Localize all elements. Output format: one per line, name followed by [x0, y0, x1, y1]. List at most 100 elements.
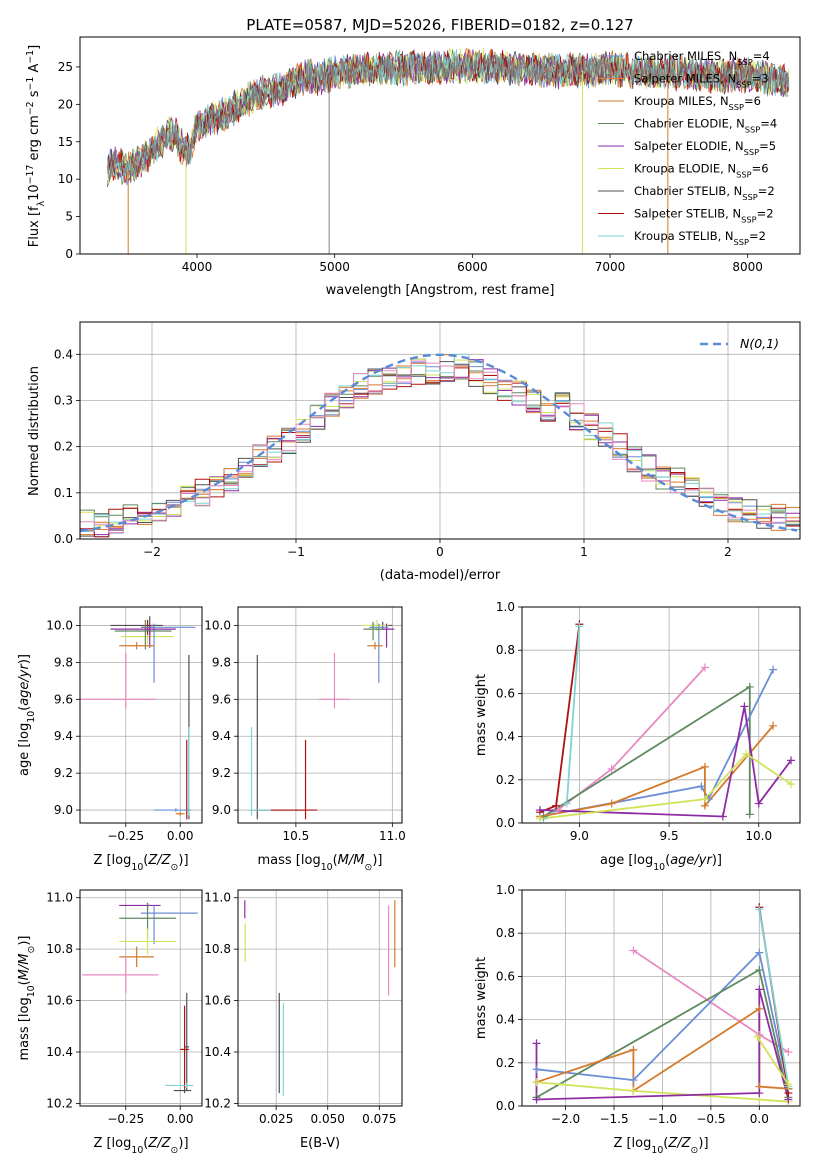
spectrum-chart: 4000 5000 6000 7000 8000 0 5 10 15 20 25 wavelength…	[25, 36, 801, 298]
mass_weight_vs_Z-data-point	[532, 1078, 541, 1087]
mass_vs_Z-y-tick-label: 11.0	[46, 891, 73, 905]
mass_vs_ebv-plot-area	[244, 900, 396, 1096]
spectrum-y-axis-label-part: A	[27, 64, 42, 77]
mass_weight_vs_age-x-axis-label-part: age/yr	[670, 853, 713, 868]
spectrum-legend-entry-part: =4	[760, 117, 777, 131]
mass_weight_vs_Z-data-point	[755, 965, 764, 974]
spectrum-legend-entry-part: SSP	[744, 147, 759, 157]
mass_vs_Z-y-tick-label: 10.4	[46, 1045, 73, 1059]
charts-layer: 4000 5000 6000 7000 80000510152025wavelength…	[17, 36, 801, 1156]
mass_weight_vs_age-frame	[521, 606, 801, 824]
mass_vs_Z-x-axis-label-part: (	[143, 1136, 148, 1151]
mass_vs_Z-x-axis-label-part: Z/Z	[147, 1136, 171, 1151]
spectrum-legend-entry-part: SSP	[736, 80, 751, 90]
spectrum-legend-entry-part: Kroupa ELODIE, N	[634, 162, 736, 176]
age_vs_mass-x-axis-label-part: 10	[321, 862, 333, 873]
mass_vs_ebv-chart: 0.025 0.050 0.075 10.2 10.4 10.6 10.8 11.0 E(B-V…	[204, 889, 403, 1151]
mass_weight_vs_age-data-point	[697, 782, 706, 791]
age_vs_Z-x-axis-label-part: ⊙	[171, 862, 179, 873]
age_vs_mass-x-axis-label-part: M/M	[338, 853, 365, 868]
residuals-x-tick-label: −2	[143, 545, 161, 559]
spectrum-frame	[79, 36, 801, 255]
mass_weight_vs_Z-y-tick-label: 1.0	[496, 883, 515, 897]
mass_weight_vs_age-x-tick-label: 9.0	[570, 829, 589, 843]
age_vs_mass-x-axis-label-part: (	[333, 853, 338, 868]
mass_weight_vs_age-chart: 9.0 9.5 10.0 0.0 0.2 0.4 0.6 0.8 1.0 age [log10(a…	[474, 600, 801, 873]
mass_vs_Z-frame	[79, 889, 203, 1107]
figure-title: PLATE=0587, MJD=52026, FIBERID=0182, z=0…	[246, 16, 633, 34]
mass_weight_vs_Z-series-line	[536, 1007, 789, 1093]
spectrum-y-axis-label: Flux [fλ10−17 erg cm−2 s−1 A−1]	[25, 45, 47, 247]
age_vs_Z-y-tick-label: 9.2	[54, 766, 73, 780]
mass_vs_Z-plot-area	[82, 902, 198, 1094]
mass_vs_Z-y-axis-label-part: ⊙	[26, 946, 37, 954]
mass_weight_vs_age-y-tick-label: 0.8	[496, 643, 515, 657]
age_vs_Z-y-axis-label-part: (	[17, 706, 32, 711]
spectrum-y-tick-label: 20	[58, 97, 73, 111]
mass_weight_vs_Z-series-line	[756, 1036, 790, 1085]
mass_weight_vs_Z-x-axis-label-part: Z [log	[613, 1136, 651, 1151]
residuals-chart: −2 −1 0 1 2 0.0 0.1 0.2 0.3 0.4 (data-model)/error…	[27, 321, 801, 583]
spectrum-legend-entry-part: =2	[749, 229, 766, 243]
mass_vs_Z-y-tick-label: 10.6	[46, 994, 73, 1008]
age_vs_mass-x-axis-label-part: )]	[372, 853, 382, 868]
spectrum-legend-entry: Chabrier STELIB, NSSP=2	[634, 184, 775, 202]
age_vs_Z-x-axis-label-part: (	[143, 853, 148, 868]
residuals-y-tick-label: 0.1	[54, 486, 73, 500]
mass_vs_Z-y-axis-label: mass [log10(M/M⊙)]	[17, 936, 37, 1061]
age_vs_mass-y-tick-label: 10.0	[204, 618, 231, 632]
spectrum-legend-entry-part: =2	[757, 207, 774, 221]
mass_weight_vs_age-data-point	[700, 795, 709, 804]
mass_weight_vs_Z-x-axis-label-part: 10	[651, 1145, 663, 1156]
mass_weight_vs_age-y-tick-label: 0.0	[496, 816, 515, 830]
spectrum-x-axis-label: wavelength [Angstrom, rest frame]	[326, 283, 555, 298]
mass_weight_vs_Z-x-tick-label: 0.0	[750, 1112, 769, 1126]
mass_vs_Z-y-tick-label: 10.2	[46, 1096, 73, 1110]
age_vs_Z-y-axis-label-part: 10	[26, 711, 37, 723]
mass_weight_vs_Z-data-point	[532, 1039, 541, 1048]
age_vs_Z-plot-area	[80, 616, 196, 820]
age_vs_mass-y-tick-label: 9.4	[212, 729, 231, 743]
mass_weight_vs_age-y-axis-label: mass weight	[474, 674, 489, 756]
spectrum-legend-entry-part: =2	[758, 184, 775, 198]
age_vs_mass-y-tick-label: 9.0	[212, 803, 231, 817]
spectrum-data-line	[107, 52, 790, 182]
mass_weight_vs_age-x-tick-label: 10.0	[745, 829, 772, 843]
spectrum-y-axis-label-part: λ	[36, 200, 47, 206]
spectrum-legend-entry-part: =6	[752, 162, 769, 176]
spectrum-legend-entry-part: Chabrier MILES, N	[634, 49, 737, 63]
residuals-x-tick-label: −1	[287, 545, 305, 559]
spectrum-legend-entry-part: SSP	[742, 192, 757, 202]
mass_vs_Z-x-tick-label: 0.00	[167, 1112, 194, 1126]
mass_vs_ebv-y-tick-label: 10.2	[204, 1096, 231, 1110]
residuals-legend-entry: N(0,1)	[740, 336, 779, 351]
mass_weight_vs_age-y-tick-label: 1.0	[496, 600, 515, 614]
spectrum-x-tick-label: 5000	[319, 260, 350, 274]
spectrum-legend-entry-part: SSP	[741, 215, 756, 225]
mass_weight_vs_Z-data-point	[629, 946, 638, 955]
residuals-plot-area	[80, 353, 800, 539]
mass_weight_vs_age-series-line	[539, 706, 792, 818]
mass_weight_vs_age-data-point	[700, 762, 709, 771]
residuals-x-tick-label: 1	[580, 545, 588, 559]
age_vs_Z-chart: −0.25 0.009.09.29.49.69.810.0Z [log10(Z/Z…	[17, 606, 203, 873]
mass_vs_Z-x-axis-label-part: ⊙	[171, 1145, 179, 1156]
mass_weight_vs_age-series-line	[539, 752, 792, 820]
spectrum-legend-entry-part: =3	[752, 72, 769, 86]
mass_weight_vs_age-data-point	[740, 702, 749, 711]
spectrum-legend-entry-part: Salpeter STELIB, N	[634, 207, 741, 221]
age_vs_Z-y-axis-label: age [log10(age/yr)]	[17, 654, 37, 776]
spectrum-legend-entry: Salpeter ELODIE, NSSP=5	[634, 139, 776, 157]
residuals-y-tick-label: 0.3	[54, 393, 73, 407]
mass_weight_vs_Z-x-axis-label-part: Z/Z	[667, 1136, 691, 1151]
age_vs_Z-frame	[79, 606, 203, 824]
mass_vs_ebv-y-tick-label: 10.4	[204, 1045, 231, 1059]
mass_weight_vs_Z-data-point	[753, 1032, 762, 1041]
age_vs_mass-frame	[237, 606, 403, 824]
age_vs_Z-y-tick-label: 9.0	[54, 803, 73, 817]
spectrum-x-tick-label: 4000	[182, 260, 213, 274]
age_vs_mass-plot-area	[247, 619, 395, 820]
age_vs_mass-x-tick-label: 10.5	[283, 829, 310, 843]
mass_weight_vs_Z-data-point	[755, 948, 764, 957]
